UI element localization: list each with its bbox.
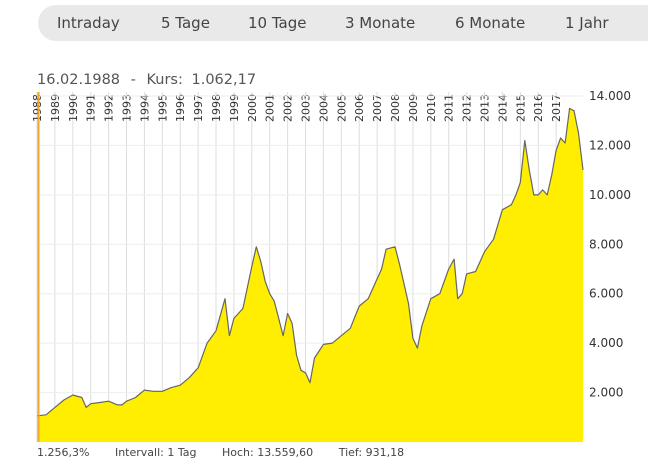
y-tick-label: 2.000 [589, 386, 623, 400]
year-tick-label: 2017 [550, 94, 563, 122]
year-tick-label: 2001 [264, 94, 277, 122]
year-tick-label: 2010 [425, 94, 438, 122]
tab-6-monate[interactable]: 6 Monate [455, 14, 526, 32]
year-tick-label: 1998 [210, 94, 223, 122]
y-tick-label: 8.000 [589, 237, 623, 251]
year-tick-label: 2014 [496, 94, 509, 122]
price-area [37, 108, 583, 443]
year-tick-label: 1994 [138, 94, 151, 122]
year-tick-label: 1989 [49, 94, 62, 122]
footer-high: Hoch: 13.559,60 [221, 446, 314, 459]
kurs-value: 1.062,17 [191, 72, 257, 88]
y-tick-label: 10.000 [589, 188, 631, 202]
crosshair-date: 16.02.1988 [37, 72, 121, 88]
footer-low: Tief: 931,18 [338, 446, 405, 459]
year-tick-label: 1990 [67, 94, 80, 122]
info-separator: - [130, 72, 136, 88]
year-tick-label: 2013 [479, 94, 492, 122]
year-tick-label: 1996 [174, 94, 187, 122]
year-tick-label: 1993 [121, 94, 134, 122]
year-tick-label: 2003 [300, 94, 313, 122]
year-tick-label: 2015 [514, 94, 527, 122]
tab-3-monate[interactable]: 3 Monate [345, 14, 416, 32]
year-tick-label: 1992 [103, 94, 116, 122]
tab-1-jahr[interactable]: 1 Jahr [565, 14, 609, 32]
year-tick-label: 2006 [353, 94, 366, 122]
tab-10-tage[interactable]: 10 Tage [248, 14, 307, 32]
year-tick-label: 2011 [443, 94, 456, 122]
footer-interval: Intervall: 1 Tag [114, 446, 197, 459]
chart-footer: 1.256,3% Intervall: 1 Tag Hoch: 13.559,6… [37, 446, 426, 459]
price-line [36, 107, 584, 417]
year-tick-label: 2008 [389, 94, 402, 122]
period-tab-bar: Intraday 5 Tage 10 Tage 3 Monate 6 Monat… [38, 5, 648, 41]
y-tick-label: 6.000 [589, 287, 623, 301]
tab-intraday[interactable]: Intraday [57, 14, 120, 32]
year-tick-label: 2000 [246, 94, 259, 122]
year-tick-label: 2002 [282, 94, 295, 122]
y-tick-label: 4.000 [589, 336, 623, 350]
year-tick-label: 1995 [156, 94, 169, 122]
year-tick-label: 1999 [228, 94, 241, 122]
year-tick-label: 2009 [407, 94, 420, 122]
crosshair-info: 16.02.1988 - Kurs: 1.062,17 [37, 72, 256, 88]
year-tick-label: 2004 [317, 94, 330, 122]
y-tick-label: 12.000 [589, 138, 631, 152]
tab-5-tage[interactable]: 5 Tage [161, 14, 210, 32]
y-tick-label: 14.000 [589, 89, 631, 103]
year-tick-label: 2016 [532, 94, 545, 122]
year-tick-label: 2012 [461, 94, 474, 122]
footer-change: 1.256,3% [37, 446, 90, 459]
year-tick-label: 1991 [85, 94, 98, 122]
year-tick-label: 1997 [192, 94, 205, 122]
year-tick-label: 2005 [335, 94, 348, 122]
year-tick-label: 2007 [371, 94, 384, 122]
kurs-label: Kurs: [146, 72, 183, 88]
